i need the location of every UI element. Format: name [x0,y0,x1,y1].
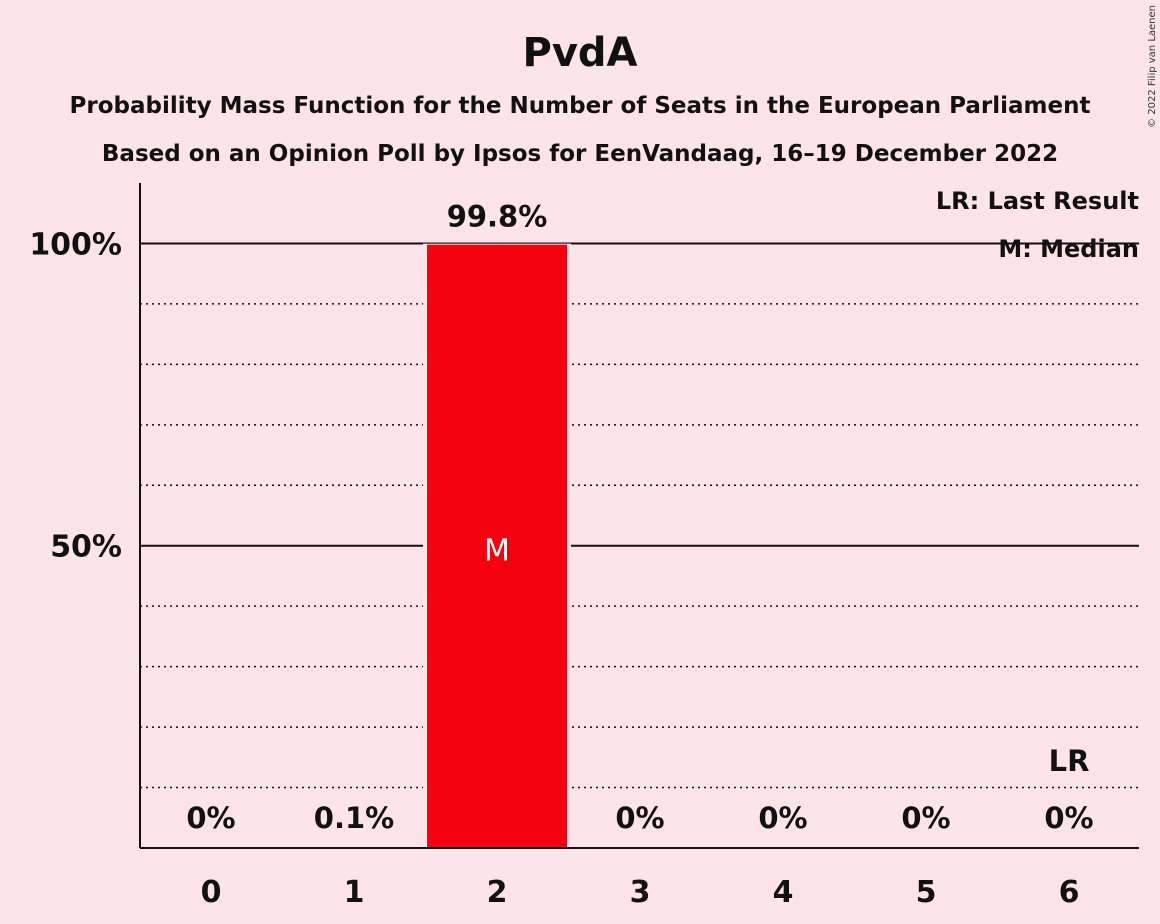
x-tick-label-4: 4 [773,875,794,910]
x-tick-label-2: 2 [487,875,508,910]
bars [280,243,571,848]
chart-subtitle-line-2: Based on an Opinion Poll by Ipsos for Ee… [102,141,1058,167]
copyright-note: © 2022 Filip van Laenen [1147,5,1158,128]
x-tick-label-1: 1 [344,875,365,910]
axes [139,183,1139,849]
y-tick-label-0: 50% [50,530,122,565]
data-label-0: 0% [186,801,235,835]
labels: 50% 100% 0 1 2 3 4 5 6 0% 0.1% 99.8% 0% 0% 0% 0% M LR [29,200,1093,910]
data-label-1: 0.1% [314,801,394,835]
data-label-5: 0% [901,801,950,835]
x-tick-label-3: 3 [630,875,651,910]
data-label-6: 0% [1044,801,1093,835]
legend-median: M: Median [998,235,1139,263]
chart-title: PvdA [523,30,638,76]
data-label-2: 99.8% [447,200,548,234]
data-label-4: 0% [758,801,807,835]
last-result-marker: LR [1049,744,1090,778]
y-tick-label-1: 100% [29,227,122,262]
median-marker: M [484,534,510,569]
legend-last-result: LR: Last Result [936,187,1139,215]
x-tick-label-5: 5 [916,875,937,910]
x-tick-label-0: 0 [201,875,222,910]
grid-lines [140,242,1139,789]
data-label-3: 0% [615,801,664,835]
bar-2 [427,244,567,848]
x-tick-label-6: 6 [1059,875,1080,910]
chart-subtitle-line-1: Probability Mass Function for the Number… [70,93,1091,119]
